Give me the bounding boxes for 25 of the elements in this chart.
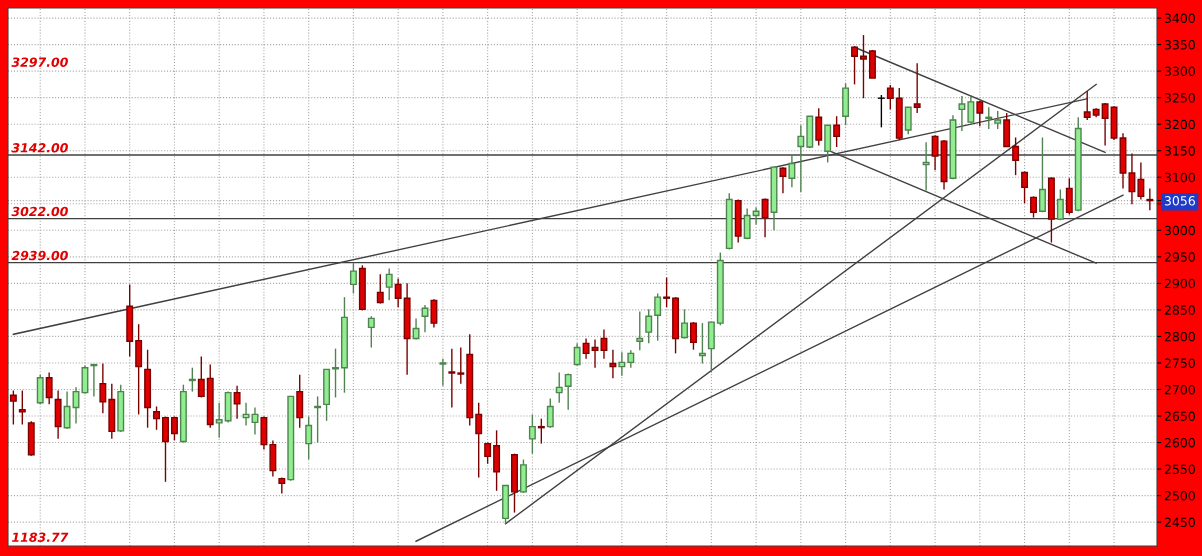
y-tick-label: 3350 bbox=[1164, 40, 1195, 50]
y-tick-label: 3100 bbox=[1164, 172, 1195, 183]
y-tick-label: 2950 bbox=[1164, 252, 1195, 262]
y-tick-label: 2800 bbox=[1164, 331, 1195, 342]
annotation: 1183.77 bbox=[11, 532, 69, 542]
y-tick-label: 2500 bbox=[1164, 491, 1195, 501]
y-tick-label: 2450 bbox=[1164, 517, 1195, 528]
y-tick-label: 2550 bbox=[1164, 464, 1195, 474]
ref-line-label: 2939.00 bbox=[11, 250, 68, 261]
annotation: 3297.00 bbox=[11, 57, 68, 67]
ref-line-label: 3022.00 bbox=[11, 206, 68, 217]
y-tick-label: 2750 bbox=[1164, 358, 1195, 368]
y-tick-label: 3200 bbox=[1164, 119, 1195, 130]
y-tick-label: 3000 bbox=[1164, 225, 1195, 236]
y-tick-label: 2900 bbox=[1164, 278, 1195, 289]
y-tick-label: 2850 bbox=[1164, 305, 1195, 315]
y-tick-label: 2600 bbox=[1164, 438, 1195, 448]
y-tick-label: 3400 bbox=[1164, 13, 1195, 24]
y-tick-label: 2700 bbox=[1164, 384, 1195, 395]
y-tick-label: 3300 bbox=[1164, 66, 1195, 77]
y-tick-label: 3250 bbox=[1164, 93, 1195, 103]
y-tick-label: 2650 bbox=[1164, 411, 1195, 421]
y-tick-label: 3056 bbox=[1164, 196, 1195, 206]
y-tick-label: 3150 bbox=[1164, 146, 1195, 156]
ref-line-label: 3142.00 bbox=[11, 143, 68, 153]
